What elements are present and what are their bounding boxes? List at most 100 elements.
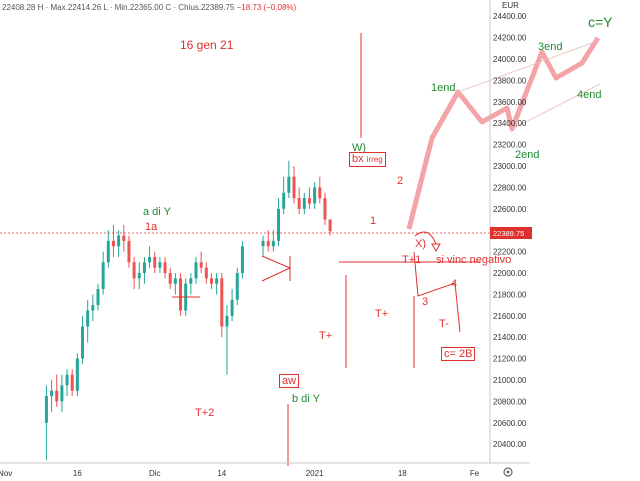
candle-body xyxy=(230,299,234,316)
candle-body xyxy=(96,289,100,306)
x-tick-label: 14 xyxy=(217,469,226,478)
price-axis: 20400.00 20600.00 20800.00 21000.00 21200.00… xyxy=(489,0,527,463)
candle-body xyxy=(70,374,74,391)
projection-layer xyxy=(406,36,601,230)
label-w: W) xyxy=(352,142,367,154)
y-tick-label: 22000.00 xyxy=(493,269,527,278)
candle-body xyxy=(168,273,172,284)
candle-body xyxy=(158,262,162,268)
candle-body xyxy=(75,358,79,391)
label-c-2b: c= 2B xyxy=(441,347,476,361)
candle-body xyxy=(179,278,183,311)
x-tick-label: 18 xyxy=(398,469,407,478)
y-tick-label: 21400.00 xyxy=(493,333,527,342)
ohlc-change: −18.73 (−0.08%) xyxy=(236,3,297,12)
current-price-label: 22389.75 xyxy=(493,229,524,238)
gear-icon[interactable] xyxy=(503,467,513,477)
candle-body xyxy=(297,198,301,209)
label-wave-1: 1 xyxy=(370,215,377,227)
candle-body xyxy=(240,246,244,273)
candle-body xyxy=(189,278,193,284)
label-4end: 4end xyxy=(577,89,602,101)
label-x: X) xyxy=(415,238,426,250)
candle-body xyxy=(328,219,332,232)
label-bx-box: bx irreg xyxy=(349,152,386,167)
ohlc-bar: 22408.28 H · Max.22414.26 L · Min.22365.… xyxy=(2,3,296,12)
y-tick-label: 23400.00 xyxy=(493,119,527,128)
candle-body xyxy=(122,235,126,241)
candle-body xyxy=(60,385,64,402)
candle-body xyxy=(220,278,224,327)
y-tick-label: 23600.00 xyxy=(493,98,527,107)
label-bx: bx xyxy=(352,153,364,165)
candle-body xyxy=(44,396,48,423)
y-tick-label: 24400.00 xyxy=(493,12,527,21)
label-2end: 2end xyxy=(515,149,540,161)
candles-layer xyxy=(44,160,332,461)
candle-body xyxy=(204,267,208,279)
label-vinc-negativo: si vinc negativo xyxy=(436,254,512,266)
candle-body xyxy=(282,192,286,209)
triangle-drawing xyxy=(261,255,292,282)
candle-body xyxy=(292,176,296,199)
candle-body xyxy=(111,240,115,247)
candle-body xyxy=(307,198,311,204)
label-date: 16 gen 21 xyxy=(180,38,234,52)
label-t-plus-1: T+1 xyxy=(402,254,422,266)
candle-body xyxy=(235,273,239,300)
label-wave-2: 2 xyxy=(397,175,404,187)
x-tick-label: Nov xyxy=(0,469,12,478)
label-t-plus-a: T+ xyxy=(319,330,333,342)
candle-body xyxy=(302,198,306,209)
label-1end: 1end xyxy=(431,82,456,94)
candle-body xyxy=(277,208,281,241)
y-tick-label: 21600.00 xyxy=(493,312,527,321)
candle-body xyxy=(132,262,136,279)
candle-body xyxy=(91,305,95,311)
time-axis: Nov 16 Dic 14 2021 18 Fe xyxy=(0,462,530,478)
x-tick-label: Fe xyxy=(470,469,480,478)
candle-body xyxy=(142,262,146,273)
candle-body xyxy=(266,240,270,247)
label-t-plus-b: T+ xyxy=(375,308,389,320)
candle-body xyxy=(153,256,157,268)
label-3end: 3end xyxy=(538,41,563,53)
candle-body xyxy=(271,240,275,247)
candle-body xyxy=(261,240,265,247)
currency-label: EUR xyxy=(502,1,519,10)
candle-body xyxy=(173,278,177,284)
y-tick-label: 24000.00 xyxy=(493,55,527,64)
candle-body xyxy=(106,240,110,263)
wave-3-4-path xyxy=(413,251,461,333)
y-tick-label: 21000.00 xyxy=(493,376,527,385)
label-irreg: irreg xyxy=(366,155,383,164)
label-t-minus: T- xyxy=(439,318,449,330)
x-tick-label: 16 xyxy=(73,469,82,478)
y-tick-label: 24200.00 xyxy=(493,34,527,43)
label-t-plus-2: T+2 xyxy=(195,407,215,419)
candle-body xyxy=(101,262,105,290)
y-tick-label: 22600.00 xyxy=(493,205,527,214)
y-tick-label: 22200.00 xyxy=(493,248,527,257)
candle-body xyxy=(215,278,219,284)
candle-body xyxy=(163,262,167,273)
candle-body xyxy=(148,256,152,263)
ohlc-open: 22408.28 xyxy=(2,3,36,12)
candle-body xyxy=(225,315,229,327)
y-tick-label: 20400.00 xyxy=(493,440,527,449)
candle-body xyxy=(287,176,291,193)
candle-body xyxy=(50,390,54,397)
candle-body xyxy=(117,235,121,247)
ohlc-high: H · Max.22414.26 xyxy=(37,3,102,12)
y-tick-label: 22800.00 xyxy=(493,183,527,192)
y-tick-label: 23800.00 xyxy=(493,76,527,85)
label-wave-3: 3 xyxy=(422,296,429,308)
candle-body xyxy=(55,390,59,402)
candle-body xyxy=(199,262,203,268)
label-c-y: c=Y xyxy=(588,14,613,30)
y-tick-label: 21200.00 xyxy=(493,355,527,364)
ohlc-close: C · Chius.22389.75 xyxy=(165,3,235,12)
x-arrowhead xyxy=(431,243,441,253)
candle-body xyxy=(323,198,327,220)
